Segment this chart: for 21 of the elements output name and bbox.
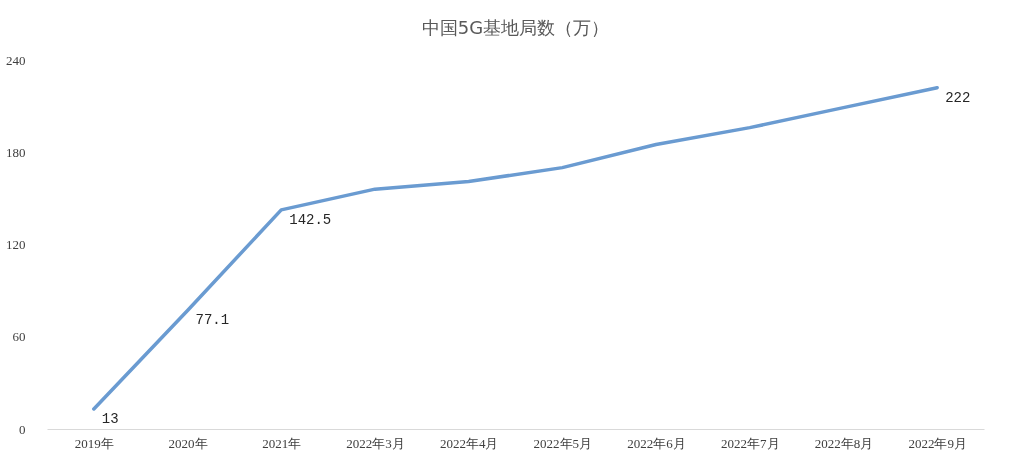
x-tick-label: 2022年8月: [814, 435, 874, 451]
x-tick-label: 2021年: [262, 435, 302, 451]
data-label: 77.1: [195, 312, 230, 329]
x-tick-label: 2020年: [168, 435, 208, 451]
data-label: 142.5: [289, 211, 332, 228]
chart-title: 中国5G基地局数（万）: [421, 17, 610, 38]
x-tick-label: 2022年6月: [627, 435, 686, 451]
y-tick-label: 60: [12, 329, 26, 345]
x-tick-label: 2022年3月: [346, 435, 405, 451]
y-tick-label: 120: [6, 237, 26, 252]
x-tick-label: 2022年9月: [908, 435, 967, 451]
x-tick-label: 2022年4月: [439, 435, 499, 451]
x-tick-label: 2022年7月: [721, 435, 780, 451]
data-label: 222: [945, 89, 971, 106]
line-series: [92, 85, 939, 411]
x-tick-label: 2019年: [74, 435, 114, 451]
y-tick-label: 240: [6, 52, 26, 68]
data-label: 13: [101, 411, 119, 428]
x-tick-label: 2022年5月: [533, 435, 593, 451]
y-tick-label: 180: [6, 144, 26, 160]
y-tick-label: 0: [19, 421, 26, 437]
